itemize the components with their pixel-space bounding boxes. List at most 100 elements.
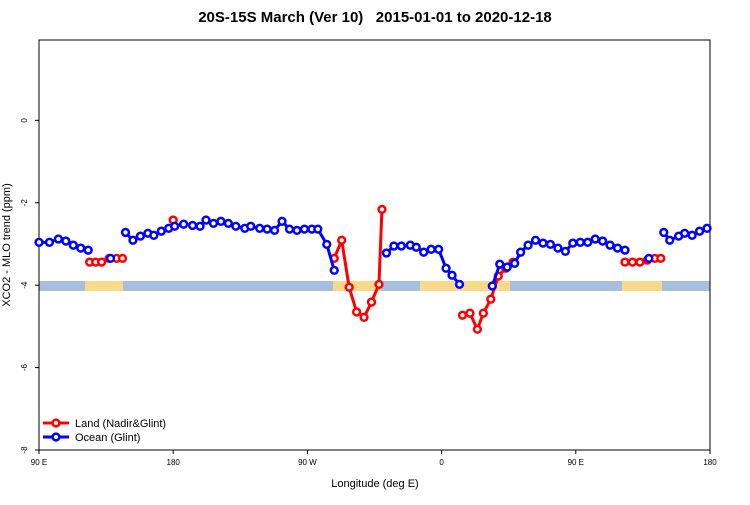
data-point: [396, 241, 406, 251]
data-point: [329, 265, 339, 275]
data-point: [96, 257, 107, 267]
data-point: [680, 228, 690, 238]
data-point: [597, 236, 608, 246]
data-point: [605, 240, 615, 250]
data-point: [568, 238, 578, 248]
data-point: [454, 279, 465, 290]
data-point: [472, 324, 483, 334]
data-point: [44, 237, 55, 247]
data-point: [419, 247, 429, 257]
chart-title: 20S-15S March (Ver 10) 2015-01-01 to 202…: [198, 9, 552, 26]
data-point: [117, 253, 128, 264]
x-tick-label: 90 W: [298, 458, 317, 467]
data-point: [441, 263, 451, 273]
data-point: [515, 247, 526, 257]
data-point: [523, 240, 533, 250]
data-point: [583, 237, 593, 247]
data-point: [255, 223, 265, 233]
data-point: [246, 221, 256, 231]
y-tick-label: -4: [20, 281, 29, 289]
y-tick-label: -2: [20, 199, 29, 207]
data-point: [447, 270, 457, 280]
data-point: [687, 230, 697, 240]
data-point: [322, 239, 332, 250]
data-point: [612, 243, 623, 253]
data-point: [351, 307, 362, 317]
x-tick-label: 180: [167, 458, 181, 467]
y-tick-label: -6: [20, 363, 29, 371]
data-point: [262, 224, 272, 234]
data-point: [299, 224, 310, 234]
data-point: [223, 218, 234, 229]
data-point: [381, 248, 392, 258]
data-point: [694, 226, 705, 236]
legend-label: Land (Nadir&Glint): [75, 418, 166, 430]
data-point: [457, 310, 468, 320]
data-point: [195, 221, 205, 231]
data-point: [170, 221, 180, 231]
x-tick-label: 90 E: [31, 458, 47, 467]
data-point: [34, 237, 44, 247]
data-point: [478, 308, 489, 318]
data-point: [201, 215, 211, 225]
data-point: [575, 237, 585, 247]
data-point: [389, 241, 399, 251]
y-axis-label: XCO2 - MLO trend (ppm): [1, 183, 13, 306]
data-point: [656, 253, 666, 264]
data-point: [426, 244, 436, 254]
data-point: [313, 224, 323, 234]
data-point: [292, 225, 302, 236]
data-point: [465, 308, 475, 318]
data-point: [156, 226, 166, 236]
data-point: [590, 234, 600, 244]
x-axis-label: Longitude (deg E): [331, 478, 418, 490]
data-point: [53, 234, 64, 244]
data-point: [538, 238, 548, 248]
data-point: [495, 259, 505, 269]
x-tick-label: 180: [703, 458, 717, 467]
data-point: [277, 216, 287, 226]
data-point: [659, 227, 669, 238]
data-point: [105, 253, 116, 264]
data-point: [61, 236, 71, 246]
legend-marker: [51, 432, 61, 442]
y-tick-label: -8: [20, 446, 29, 454]
data-point: [620, 245, 630, 255]
data-point: [377, 204, 387, 215]
data-point: [76, 243, 86, 253]
land-strip: [420, 281, 510, 291]
y-tick-label: 0: [20, 118, 29, 123]
data-point: [702, 223, 712, 233]
data-point: [665, 235, 675, 245]
data-point: [359, 312, 369, 322]
data-point: [337, 235, 347, 245]
data-point: [502, 262, 512, 272]
data-point: [120, 227, 131, 238]
data-point: [284, 224, 295, 234]
x-tick-label: 90 E: [568, 458, 584, 467]
land-strip: [333, 281, 381, 291]
data-point: [269, 225, 280, 236]
data-point: [627, 257, 638, 267]
data-point: [216, 216, 226, 226]
data-point: [411, 242, 421, 252]
legend-label: Ocean (Glint): [75, 432, 140, 444]
data-point: [149, 230, 159, 240]
data-point: [374, 279, 384, 290]
data-point: [635, 257, 645, 267]
data-point: [545, 239, 556, 250]
land-strip: [622, 281, 662, 291]
data-point: [135, 231, 146, 241]
data-point: [620, 257, 630, 267]
data-point: [208, 218, 219, 229]
data-point: [487, 281, 497, 291]
data-point: [530, 235, 541, 245]
data-point: [68, 240, 78, 250]
data-point: [344, 282, 354, 292]
data-point: [128, 235, 138, 245]
x-tick-label: 0: [439, 458, 444, 467]
data-point: [83, 245, 93, 255]
land-strip: [85, 281, 123, 291]
legend-marker: [51, 418, 61, 428]
